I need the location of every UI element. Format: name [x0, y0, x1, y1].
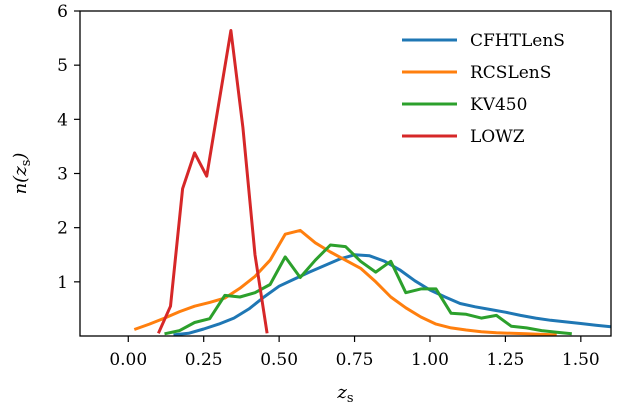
- x-tick-label: 0.75: [336, 350, 374, 370]
- series-line-lowz: [157, 29, 269, 334]
- x-tick-label: 0.25: [185, 350, 223, 370]
- series-line-rcslens: [133, 228, 557, 336]
- x-tick-label: 1.50: [562, 350, 600, 370]
- legend-label-lowz: LOWZ: [470, 127, 525, 147]
- legend-label-cfhtlens: CFHTLenS: [470, 31, 565, 51]
- y-tick-label: 5: [57, 56, 68, 76]
- y-axis-label: n(zs): [10, 153, 34, 195]
- series-line-kv450: [164, 243, 572, 336]
- x-tick-label: 0.00: [109, 350, 147, 370]
- x-tick-label: 1.25: [486, 350, 524, 370]
- y-tick-label: 6: [57, 2, 68, 22]
- plot-frame: [79, 10, 612, 337]
- y-tick-label: 2: [57, 219, 68, 239]
- legend-label-kv450: KV450: [470, 95, 527, 115]
- y-tick-label: 1: [57, 273, 68, 293]
- legend: CFHTLenS RCSLenS KV450 LOWZ: [402, 31, 565, 147]
- x-axis-label: zs: [336, 382, 353, 406]
- x-tick-label: 0.50: [260, 350, 298, 370]
- x-tick-label: 1.00: [411, 350, 449, 370]
- legend-label-rcslens: RCSLenS: [470, 63, 551, 83]
- y-axis-ticks: 1 2 3 4 5 6: [57, 2, 80, 293]
- x-axis-ticks: 0.00 0.25 0.50 0.75 1.00 1.25 1.50: [109, 336, 600, 370]
- series-lines: [133, 29, 611, 336]
- y-tick-label: 4: [57, 110, 68, 130]
- y-tick-label: 3: [57, 165, 68, 185]
